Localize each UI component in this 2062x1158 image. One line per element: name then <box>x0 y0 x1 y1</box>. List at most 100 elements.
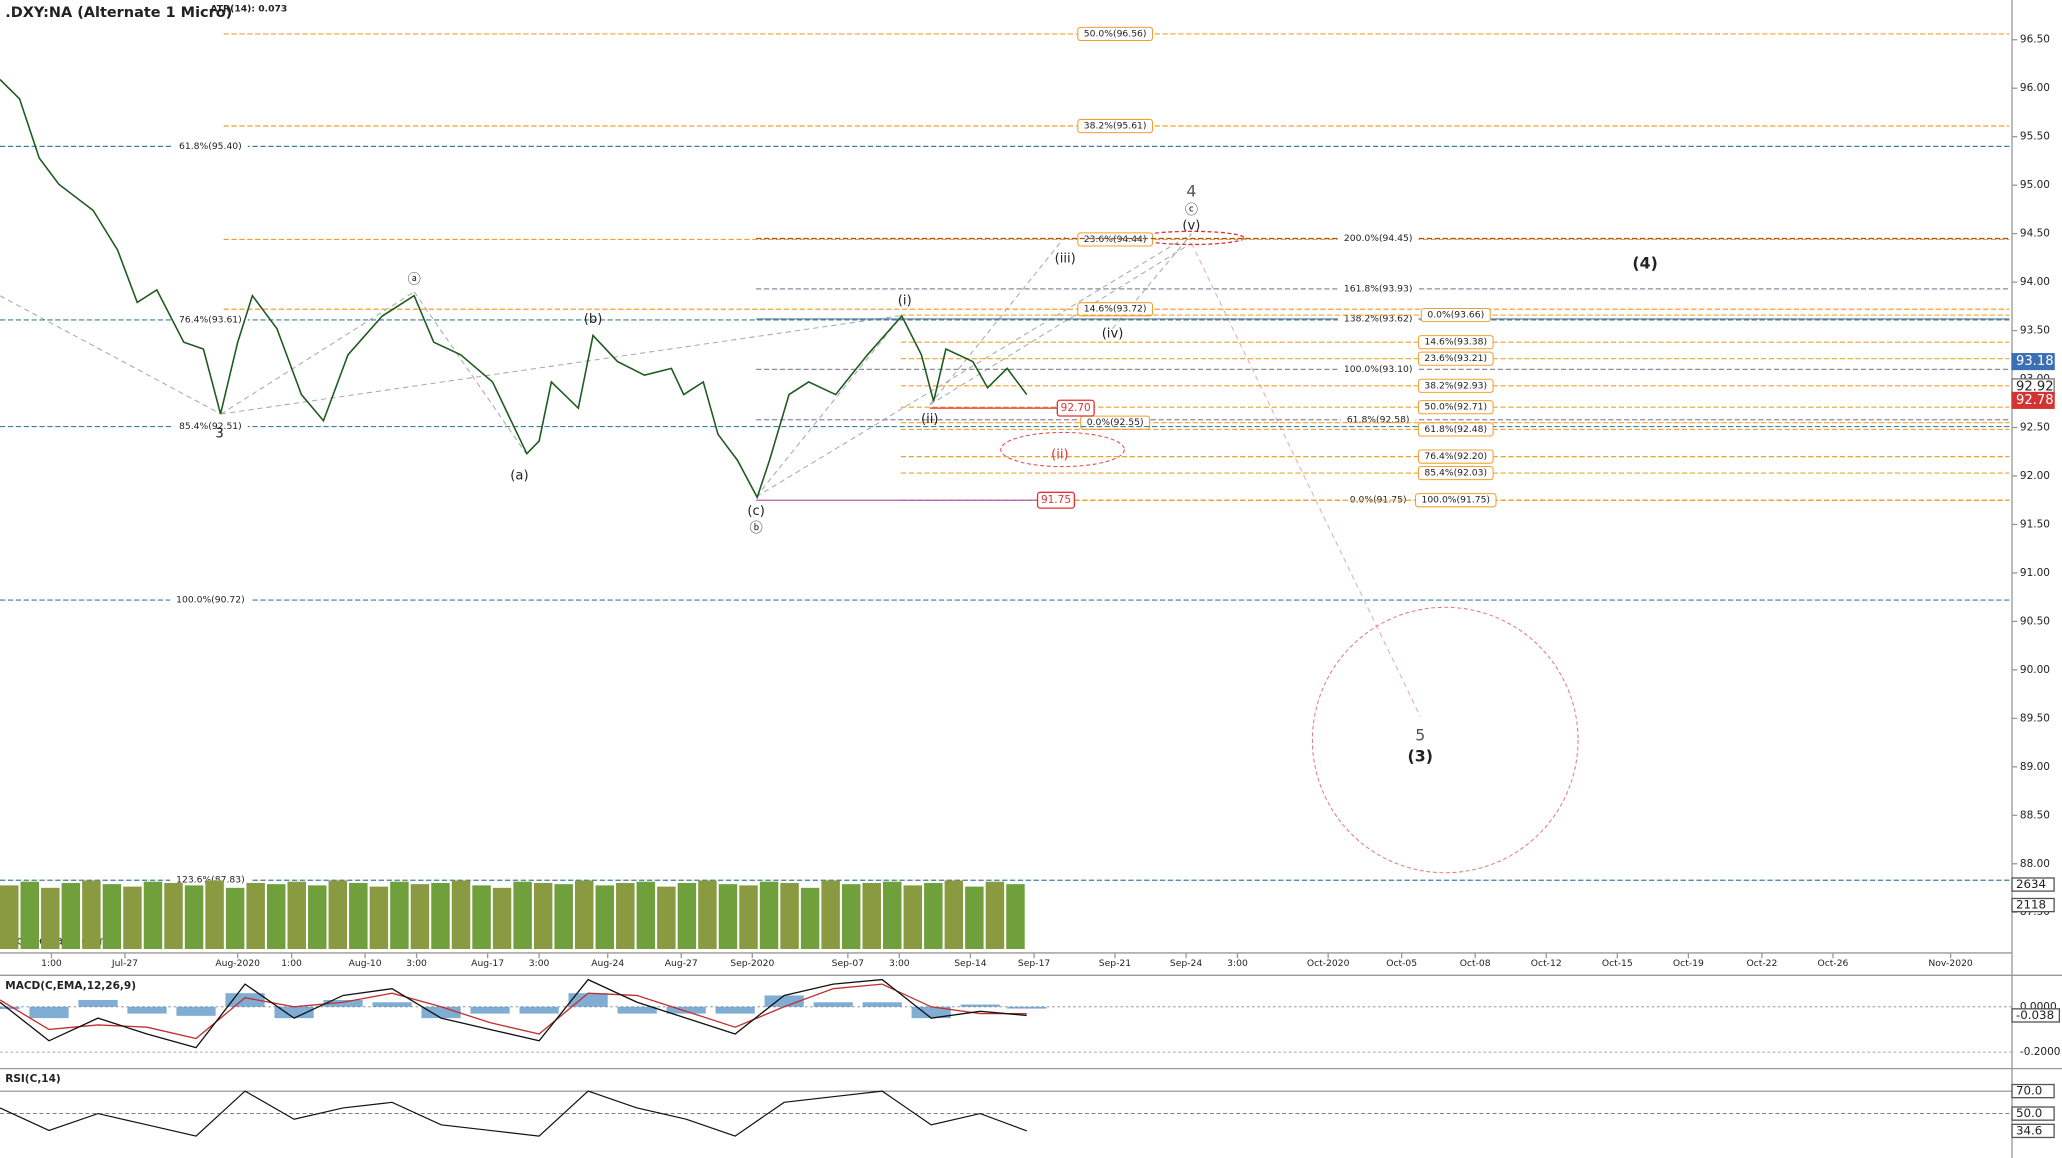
x-tick-label: Oct-19 <box>1673 958 1704 969</box>
rsi-badge <box>2011 1123 2055 1139</box>
x-tick-label: Aug-10 <box>349 958 382 969</box>
volume-bar <box>328 880 348 950</box>
macd-histogram <box>421 1006 461 1019</box>
fib-label-box <box>1417 378 1494 393</box>
macd-histogram <box>323 999 363 1007</box>
wave-label: (iv) <box>1102 326 1124 341</box>
volume-bar <box>349 882 368 950</box>
y-tick-label: 90.00 <box>2020 664 2050 676</box>
volume-bar <box>246 882 265 950</box>
volume-bar <box>718 884 738 950</box>
volume-bar <box>61 882 81 950</box>
fib-label: 85.4%(92.51) <box>179 421 242 432</box>
price-badge <box>2011 353 2055 371</box>
fib-label: 23.6%(94.44) <box>1084 234 1147 245</box>
fib-label-box <box>1417 422 1494 437</box>
indicator-label: ATR(14): 0.073 <box>210 4 287 15</box>
macd-histogram <box>127 1006 167 1014</box>
wave-label: (i) <box>898 294 912 309</box>
fib-label: 23.6%(93.21) <box>1424 353 1487 364</box>
wave-label: (ii) <box>921 412 939 427</box>
fib-label-box <box>1417 351 1494 366</box>
macd-histogram <box>617 1006 657 1014</box>
fib-label: 38.2%(92.93) <box>1424 380 1487 391</box>
wave-label: ⓐ <box>408 271 421 287</box>
fib-label: 61.8%(92.58) <box>1347 414 1410 425</box>
wave-label: (b) <box>584 312 603 327</box>
macd-badge-label: -0.038 <box>2016 1008 2054 1022</box>
y-tick-label: 92.50 <box>2020 422 2050 434</box>
macd-histogram <box>0 1006 20 1010</box>
price-line <box>0 78 1028 500</box>
volume-bar <box>780 882 799 950</box>
volume-bar <box>492 887 512 950</box>
macd-histogram <box>470 1006 510 1014</box>
volume-bar <box>225 887 245 950</box>
macd-histogram <box>911 1006 951 1019</box>
x-tick-label: 3:00 <box>1227 958 1248 969</box>
volume-bar <box>164 882 183 950</box>
volume-bar <box>944 880 964 950</box>
volume-bar <box>985 881 1005 950</box>
price-marker-box <box>1056 399 1095 417</box>
x-tick-label: Oct-08 <box>1460 958 1491 969</box>
volume-bar <box>677 882 697 950</box>
fib-label-box <box>1077 302 1154 317</box>
x-tick-label: 3:00 <box>529 958 550 969</box>
fib-label: 76.4%(93.61) <box>179 314 242 325</box>
fib-label-bg <box>173 421 248 432</box>
x-tick-label: Oct-12 <box>1531 958 1562 969</box>
fib-label: 123.6%(87.83) <box>176 875 245 886</box>
x-tick-label: 3:00 <box>889 958 910 969</box>
y-tick-label: 88.00 <box>2020 858 2050 870</box>
volume-bar <box>410 884 430 950</box>
volume-bar <box>883 881 902 950</box>
x-tick-label: Oct-2020 <box>1307 958 1350 969</box>
y-tick-label: 89.50 <box>2020 712 2050 724</box>
volume-bar <box>390 881 409 950</box>
price-badge-label: 92.78 <box>2016 393 2054 408</box>
volume-badge-label: 2118 <box>2016 898 2046 912</box>
price-marker-label: 92.70 <box>1061 402 1091 414</box>
macd-histogram <box>372 1002 412 1007</box>
wave-label: 4 <box>1186 181 1196 200</box>
rsi-title: RSI(C,14) <box>5 1073 60 1085</box>
y-tick-label: 90.50 <box>2020 615 2050 627</box>
y-tick-label: 94.50 <box>2020 228 2050 240</box>
wave-label: (c) <box>747 504 764 519</box>
volume-bar <box>287 881 306 950</box>
price-badge-label: 92.92 <box>2016 379 2054 394</box>
volume-bar <box>472 885 491 950</box>
y-tick-label: 93.50 <box>2020 325 2050 337</box>
macd-histogram <box>764 995 804 1007</box>
rsi-tick-box <box>2011 1106 2055 1121</box>
macd-tick-label: 0.0000 <box>2020 1001 2057 1013</box>
y-tick-label: 89.00 <box>2020 761 2050 773</box>
x-tick-label: Aug-24 <box>591 958 624 969</box>
macd-signal <box>0 983 1027 1040</box>
y-tick-label: 88.50 <box>2020 809 2050 821</box>
macd-histogram <box>960 1004 1000 1007</box>
volume-bar <box>0 885 19 950</box>
volume-bar <box>184 885 204 950</box>
volume-badge <box>2011 877 2055 892</box>
macd-histogram <box>813 1002 853 1007</box>
volume-badge-label: 2634 <box>2016 877 2046 891</box>
macd-histogram <box>29 1006 69 1019</box>
y-tick-label: 96.50 <box>2020 34 2050 46</box>
fib-label: 100.0%(90.72) <box>176 595 245 606</box>
x-tick-label: Oct-15 <box>1602 958 1633 969</box>
fib-label-bg <box>1337 233 1419 244</box>
volume-bar <box>821 880 840 950</box>
volume-bar <box>862 882 881 950</box>
fib-label-box <box>1417 400 1494 415</box>
x-tick-label: Sep-24 <box>1170 958 1202 969</box>
fib-label-bg <box>1337 313 1419 325</box>
wave-label: (v) <box>1182 219 1200 234</box>
price-badge <box>2011 391 2055 409</box>
volume-bar <box>533 882 553 950</box>
macd-histogram <box>519 1006 559 1014</box>
x-tick-label: Sep-14 <box>954 958 986 969</box>
